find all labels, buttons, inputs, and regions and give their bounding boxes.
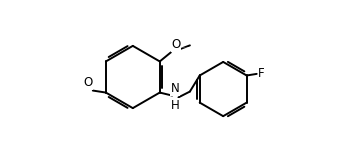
Text: methyl_placeholder: methyl_placeholder bbox=[181, 46, 195, 48]
Text: H: H bbox=[170, 99, 179, 112]
Text: O: O bbox=[171, 38, 180, 51]
Text: O: O bbox=[83, 76, 92, 89]
Text: N: N bbox=[170, 82, 179, 95]
Text: F: F bbox=[257, 67, 264, 80]
